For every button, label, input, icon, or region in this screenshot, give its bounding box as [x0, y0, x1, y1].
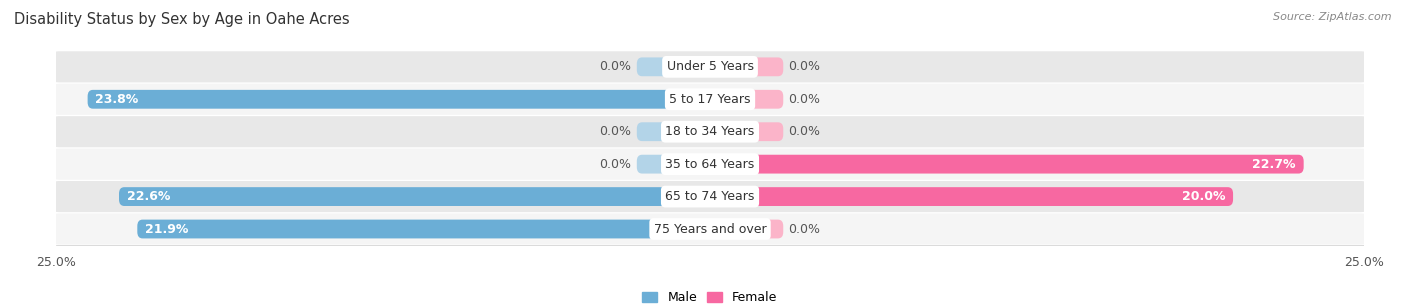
Text: 0.0%: 0.0% — [789, 125, 821, 138]
Text: Disability Status by Sex by Age in Oahe Acres: Disability Status by Sex by Age in Oahe … — [14, 12, 350, 27]
Text: 22.7%: 22.7% — [1253, 158, 1296, 170]
FancyBboxPatch shape — [138, 220, 710, 239]
FancyBboxPatch shape — [710, 187, 1233, 206]
FancyBboxPatch shape — [710, 122, 783, 141]
Text: 23.8%: 23.8% — [96, 93, 139, 106]
FancyBboxPatch shape — [48, 181, 1372, 212]
Legend: Male, Female: Male, Female — [637, 286, 783, 305]
FancyBboxPatch shape — [710, 220, 783, 239]
Text: Source: ZipAtlas.com: Source: ZipAtlas.com — [1274, 12, 1392, 22]
FancyBboxPatch shape — [48, 149, 1372, 180]
FancyBboxPatch shape — [120, 187, 710, 206]
Text: 18 to 34 Years: 18 to 34 Years — [665, 125, 755, 138]
Text: 0.0%: 0.0% — [789, 60, 821, 73]
FancyBboxPatch shape — [48, 51, 1372, 82]
Text: 22.6%: 22.6% — [127, 190, 170, 203]
Text: 5 to 17 Years: 5 to 17 Years — [669, 93, 751, 106]
Text: 0.0%: 0.0% — [789, 93, 821, 106]
FancyBboxPatch shape — [710, 155, 1303, 174]
Text: 21.9%: 21.9% — [145, 223, 188, 235]
Text: 0.0%: 0.0% — [599, 158, 631, 170]
FancyBboxPatch shape — [637, 57, 710, 76]
Text: 0.0%: 0.0% — [599, 60, 631, 73]
Text: 0.0%: 0.0% — [789, 223, 821, 235]
Text: 0.0%: 0.0% — [599, 125, 631, 138]
FancyBboxPatch shape — [48, 84, 1372, 115]
FancyBboxPatch shape — [48, 214, 1372, 245]
FancyBboxPatch shape — [637, 122, 710, 141]
FancyBboxPatch shape — [710, 90, 783, 109]
Text: Under 5 Years: Under 5 Years — [666, 60, 754, 73]
FancyBboxPatch shape — [710, 57, 783, 76]
Text: 75 Years and over: 75 Years and over — [654, 223, 766, 235]
Text: 35 to 64 Years: 35 to 64 Years — [665, 158, 755, 170]
FancyBboxPatch shape — [87, 90, 710, 109]
FancyBboxPatch shape — [48, 116, 1372, 147]
Text: 20.0%: 20.0% — [1181, 190, 1225, 203]
Text: 65 to 74 Years: 65 to 74 Years — [665, 190, 755, 203]
FancyBboxPatch shape — [637, 155, 710, 174]
